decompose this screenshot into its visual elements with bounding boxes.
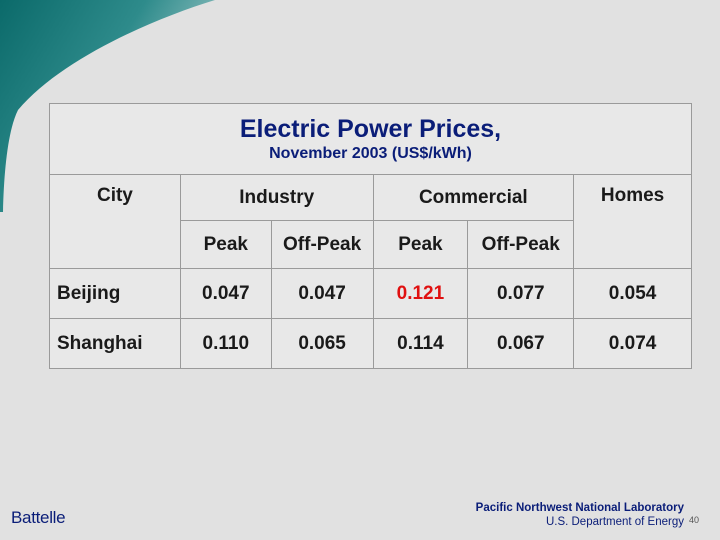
cell-homes: 0.074 bbox=[573, 318, 692, 369]
pnnl-logo: Pacific Northwest National Laboratory U.… bbox=[476, 501, 684, 529]
doe-name: U.S. Department of Energy bbox=[545, 516, 684, 528]
subheader-industry-peak: Peak bbox=[179, 220, 272, 269]
cell-homes: 0.054 bbox=[573, 268, 692, 319]
header-commercial: Commercial bbox=[372, 174, 575, 221]
row-city: Shanghai bbox=[49, 318, 181, 369]
subheader-commercial-offpeak: Off-Peak bbox=[467, 220, 575, 269]
table-row: Beijing 0.047 0.047 0.121 0.077 0.054 bbox=[49, 268, 692, 319]
power-prices-table: Electric Power Prices, November 2003 (US… bbox=[49, 103, 692, 369]
cell-commercial-peak-highlighted: 0.121 bbox=[372, 268, 469, 319]
cell-commercial-offpeak: 0.067 bbox=[467, 318, 575, 369]
cell-commercial-offpeak: 0.077 bbox=[467, 268, 575, 319]
cell-industry-peak: 0.110 bbox=[179, 318, 272, 369]
battelle-logo: Battelle bbox=[11, 508, 66, 527]
header-city: City bbox=[49, 174, 181, 269]
header-industry: Industry bbox=[179, 174, 374, 221]
pnnl-name: Pacific Northwest National Laboratory bbox=[475, 502, 684, 514]
subheader-industry-offpeak: Off-Peak bbox=[270, 220, 374, 269]
cell-industry-peak: 0.047 bbox=[179, 268, 272, 319]
row-city: Beijing bbox=[49, 268, 181, 319]
table-title-cell: Electric Power Prices, November 2003 (US… bbox=[49, 103, 692, 175]
cell-industry-offpeak: 0.047 bbox=[270, 268, 374, 319]
cell-industry-offpeak: 0.065 bbox=[270, 318, 374, 369]
page-number: 40 bbox=[689, 515, 700, 525]
decorative-swoosh bbox=[0, 0, 215, 212]
subheader-commercial-peak: Peak bbox=[372, 220, 469, 269]
header-homes: Homes bbox=[573, 174, 692, 269]
cell-commercial-peak: 0.114 bbox=[372, 318, 469, 369]
page-title: Electric Power Prices, bbox=[239, 115, 502, 143]
page-subtitle: November 2003 (US$/kWh) bbox=[269, 145, 472, 162]
table-row: Shanghai 0.110 0.065 0.114 0.067 0.074 bbox=[49, 318, 692, 369]
